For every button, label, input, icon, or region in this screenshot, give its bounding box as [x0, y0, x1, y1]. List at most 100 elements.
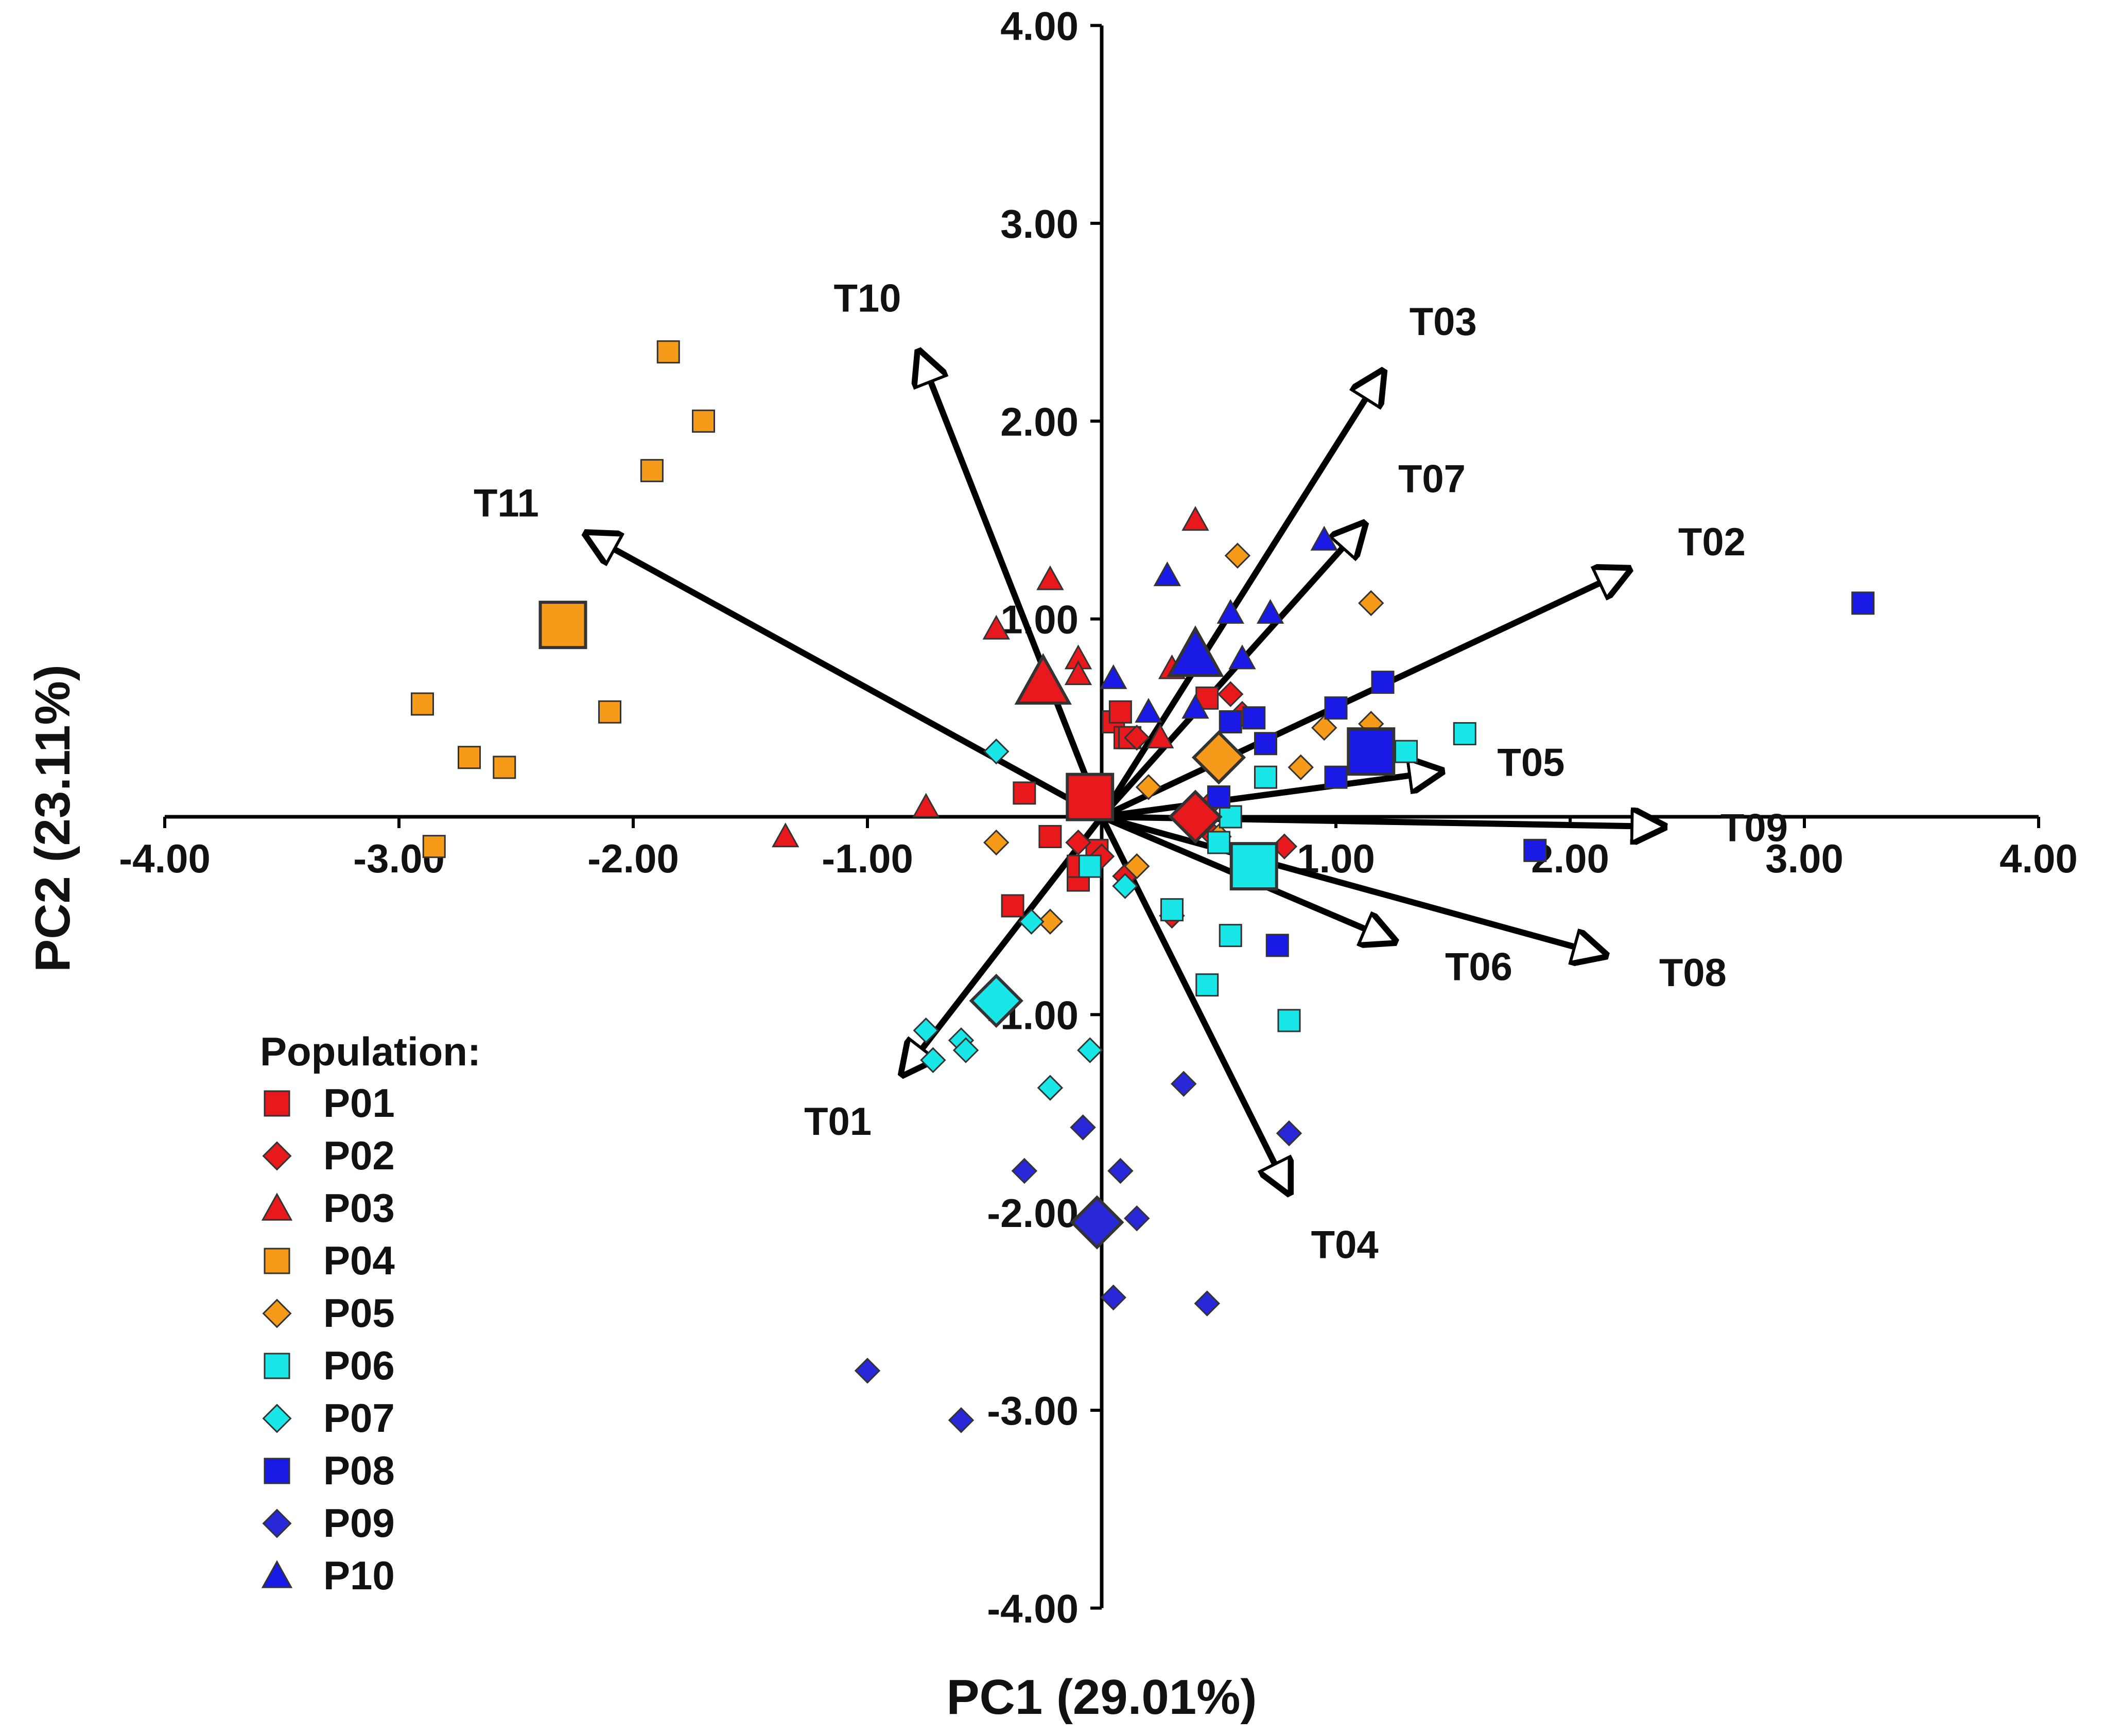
data-point [1276, 1120, 1302, 1147]
data-point [1219, 924, 1242, 948]
vector-arrow [919, 352, 1105, 818]
legend-label: P10 [323, 1553, 395, 1598]
legend-marker [262, 1404, 292, 1433]
data-point [1310, 525, 1338, 551]
data-point [1224, 542, 1251, 569]
data-point [1160, 898, 1184, 922]
data-point [1288, 754, 1314, 781]
legend-marker [262, 1509, 292, 1538]
data-point [1135, 698, 1162, 723]
data-point [458, 746, 481, 769]
data-point [1124, 1205, 1150, 1232]
x-tick-label: 4.00 [1999, 836, 2078, 881]
y-tick-label: 1.00 [1000, 597, 1079, 642]
legend-label: P04 [323, 1238, 395, 1283]
data-point [913, 1017, 939, 1044]
vector-label: T02 [1678, 520, 1746, 564]
x-tick-label: -4.00 [119, 836, 211, 881]
data-point [1181, 694, 1209, 719]
legend-marker [264, 1458, 290, 1484]
data-point [1358, 590, 1384, 617]
y-tick-label: 2.00 [1000, 399, 1079, 444]
centroid-p01 [1066, 773, 1115, 821]
data-point [1219, 805, 1242, 829]
vector-label: T06 [1445, 945, 1512, 989]
data-point [1523, 838, 1547, 862]
legend-marker [264, 1353, 290, 1379]
data-point [1277, 1009, 1301, 1032]
vector-arrow [1101, 814, 1605, 955]
vector-t05: T05 [1101, 741, 1564, 820]
data-point [1194, 1290, 1220, 1317]
series-p09 [854, 1071, 1302, 1433]
data-point [1207, 831, 1230, 854]
data-point [1254, 765, 1277, 789]
series-p04 [411, 340, 715, 858]
centroid-p04 [538, 601, 587, 650]
vector-t11: T11 [474, 481, 1103, 820]
legend-item-p07: P07 [262, 1395, 395, 1441]
data-point [1181, 506, 1209, 531]
data-point [1124, 853, 1150, 880]
legend-title: Population: [260, 1029, 481, 1074]
x-axis-title: PC1 (29.01%) [947, 1670, 1257, 1725]
data-point [1153, 561, 1181, 586]
data-point [1037, 1075, 1064, 1101]
data-point [1077, 1037, 1103, 1063]
data-point [1065, 829, 1091, 856]
series-p08 [1207, 591, 1875, 957]
data-point [854, 1358, 881, 1384]
legend-item-p02: P02 [262, 1133, 395, 1178]
legend: Population: P01 P02 P03 P04 P05 P06 P07 P08 P09 P… [260, 1029, 481, 1598]
centroid-p05 [1191, 730, 1246, 785]
data-point [920, 1047, 946, 1074]
data-point [982, 615, 1010, 640]
data-point [1100, 664, 1127, 689]
data-point [1107, 1158, 1134, 1184]
centroid-p07 [969, 973, 1023, 1028]
data-point [1135, 774, 1162, 800]
centroid-p08 [1347, 727, 1396, 776]
legend-label: P01 [323, 1080, 395, 1126]
data-point [1256, 599, 1284, 624]
data-point [1242, 706, 1266, 730]
vector-label: T03 [1410, 300, 1477, 344]
vector-arrow [1099, 372, 1383, 819]
data-point [640, 459, 664, 482]
axes: -4.00 -3.00 -2.00 -1.00 1.00 2.00 3.00 4.00 4.00… [119, 4, 2078, 1632]
legend-item-p06: P06 [264, 1343, 395, 1388]
data-point [1146, 724, 1174, 749]
legend-label: P06 [323, 1343, 395, 1388]
centroid-p09 [1070, 1195, 1124, 1250]
centroid-p10 [1167, 625, 1224, 677]
legend-item-p09: P09 [262, 1500, 395, 1546]
centroid-p03 [1014, 653, 1072, 705]
data-point [1219, 710, 1242, 733]
loading-vectors: T01 T02 T03 T04 T05 T06 T07 T08 T09 T10 T11 [474, 276, 1788, 1267]
data-point [912, 793, 940, 818]
vector-label: T08 [1659, 951, 1727, 995]
series-p10 [1100, 525, 1338, 723]
legend-label: P03 [323, 1185, 395, 1231]
legend-label: P09 [323, 1500, 395, 1546]
data-point [598, 700, 621, 724]
data-point [1324, 696, 1348, 720]
data-point [411, 692, 434, 716]
data-point [1265, 934, 1289, 957]
data-point [1088, 843, 1115, 870]
data-point [952, 1037, 979, 1063]
y-tick-label: 3.00 [1000, 201, 1079, 247]
legend-item-p10: P10 [261, 1553, 395, 1598]
legend-label: P07 [323, 1395, 395, 1441]
data-point [656, 340, 680, 364]
legend-item-p03: P03 [261, 1185, 395, 1231]
vector-t10: T10 [833, 276, 1105, 818]
x-tick-label: -1.00 [822, 836, 913, 881]
vector-label: T04 [1311, 1223, 1379, 1267]
data-point [1395, 740, 1418, 763]
vector-label: T11 [474, 481, 539, 525]
vector-arrow [1101, 771, 1441, 820]
legend-label: P05 [323, 1290, 395, 1336]
data-points [411, 340, 1875, 1433]
y-axis-title: PC2 (23.11%) [25, 664, 80, 972]
